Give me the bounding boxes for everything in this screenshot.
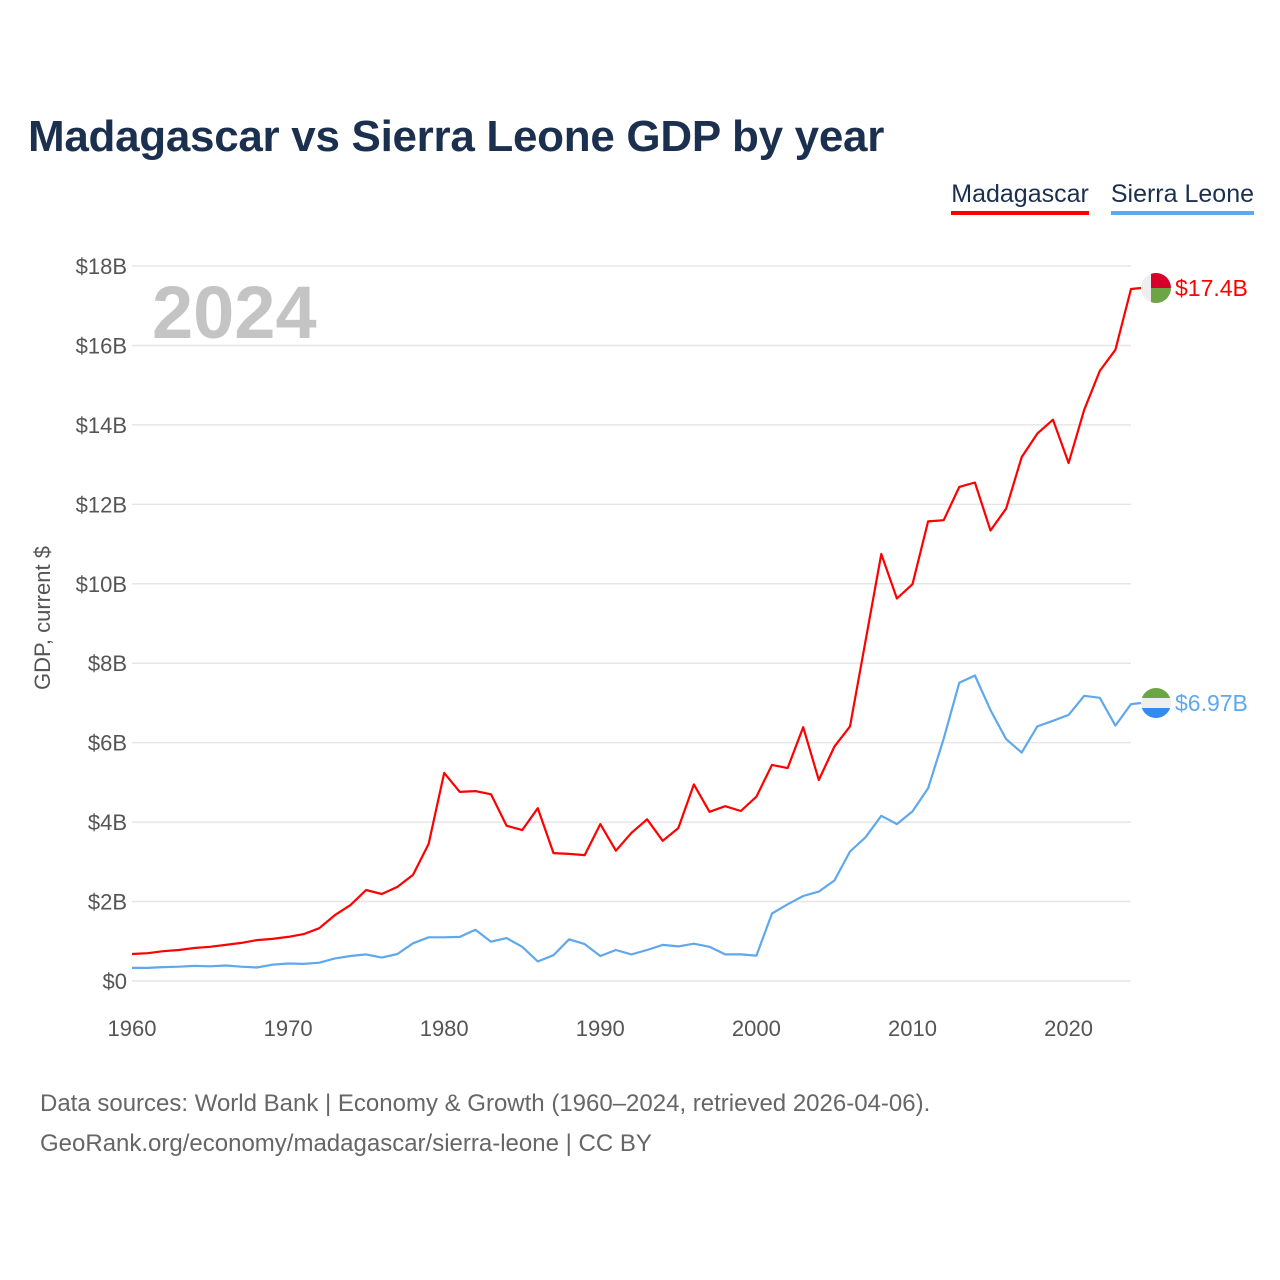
legend-item-madagascar[interactable]: Madagascar bbox=[951, 180, 1089, 215]
y-tick-label: $18B bbox=[76, 254, 127, 279]
x-tick-label: 2010 bbox=[888, 1016, 937, 1041]
source-line-1: Data sources: World Bank | Economy & Gro… bbox=[40, 1090, 931, 1117]
y-tick-label: $4B bbox=[88, 810, 127, 835]
y-tick-label: $14B bbox=[76, 413, 127, 438]
x-tick-label: 1960 bbox=[108, 1016, 157, 1041]
series-line-sierra-leone[interactable] bbox=[132, 674, 1142, 970]
madagascar-flag-icon bbox=[1141, 273, 1171, 303]
x-tick-label: 2000 bbox=[732, 1016, 781, 1041]
y-tick-label: $2B bbox=[88, 890, 127, 915]
source-note: Data sources: World Bank | Economy & Gro… bbox=[40, 1084, 930, 1164]
y-tick-label: $8B bbox=[88, 651, 127, 676]
x-tick-label: 1990 bbox=[576, 1016, 625, 1041]
y-axis-label: GDP, current $ bbox=[30, 546, 55, 690]
y-tick-label: $12B bbox=[76, 492, 127, 517]
sierra-leone-flag-icon bbox=[1141, 688, 1171, 718]
legend-item-sierra-leone[interactable]: Sierra Leone bbox=[1110, 180, 1254, 215]
madagascar-end-label: $17.4B bbox=[1175, 275, 1248, 301]
source-line-2[interactable]: GeoRank.org/economy/madagascar/sierra-le… bbox=[40, 1130, 652, 1157]
year-watermark: 2024 bbox=[152, 271, 317, 354]
series-line-madagascar[interactable] bbox=[131, 286, 1142, 956]
y-tick-label: $16B bbox=[76, 333, 127, 358]
y-tick-label: $10B bbox=[76, 572, 127, 597]
chart-title: Madagascar vs Sierra Leone GDP by year bbox=[28, 112, 885, 161]
x-tick-label: 1970 bbox=[264, 1016, 313, 1041]
x-tick-label: 2020 bbox=[1044, 1016, 1093, 1041]
legend: Madagascar Sierra Leone bbox=[951, 180, 1254, 215]
gridlines bbox=[132, 265, 1131, 982]
x-tick-label: 1980 bbox=[420, 1016, 469, 1041]
x-axis-ticks: 1960 1970 1980 1990 2000 2010 2020 bbox=[108, 1016, 1094, 1041]
y-tick-label: $6B bbox=[88, 731, 127, 756]
sierra-leone-end-label: $6.97B bbox=[1175, 690, 1248, 716]
y-axis-ticks: $0 $2B $4B $6B $8B $10B $12B $14B $16B $18B bbox=[76, 254, 127, 994]
y-tick-label: $0 bbox=[103, 969, 127, 994]
series-lines bbox=[131, 286, 1142, 970]
